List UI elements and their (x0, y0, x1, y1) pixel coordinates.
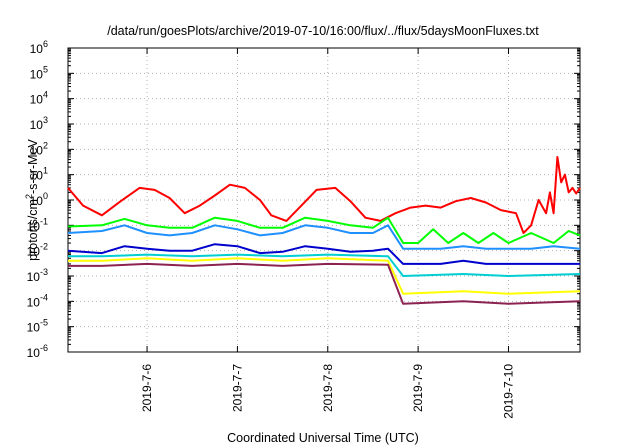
series-line-5 (68, 253, 581, 277)
series-line-7 (68, 262, 581, 305)
y-tick-label: 104 (30, 90, 48, 107)
y-tick-label-base: 10 (27, 245, 41, 259)
y-tick-label-base: 10 (27, 219, 41, 233)
y-tick-label: 100 (30, 191, 48, 208)
y-tick-label-exp: 1 (43, 166, 48, 176)
y-tick-label-exp: -1 (40, 216, 48, 226)
series-line-6 (68, 257, 581, 295)
y-tick-label-base: 10 (30, 143, 44, 157)
y-tick-label: 101 (30, 166, 48, 183)
series-line-2 (67, 216, 581, 244)
y-tick-label: 10-5 (27, 318, 48, 335)
y-tick-label-base: 10 (30, 93, 44, 107)
y-tick-label-exp: -4 (40, 292, 48, 302)
series-line-1 (67, 156, 581, 234)
y-axis-ticks: 10-610-510-410-310-210-11001011021031041… (27, 39, 580, 360)
y-tick-label: 10-6 (27, 343, 48, 360)
y-tick-label-exp: -3 (40, 267, 48, 277)
y-tick-label: 105 (30, 64, 48, 81)
y-axis-label-base: protons/cm (26, 199, 40, 261)
y-tick-label-exp: 4 (43, 90, 48, 100)
series-group (67, 156, 581, 305)
y-tick-label-base: 10 (30, 169, 44, 183)
y-tick-label-exp: 3 (43, 115, 48, 125)
x-axis-label: Coordinated Universal Time (UTC) (227, 431, 419, 445)
x-tick-label: 2019-7-6 (140, 364, 154, 412)
y-tick-label: 10-4 (27, 292, 48, 309)
y-tick-label-base: 10 (27, 295, 41, 309)
y-tick-label-exp: -5 (40, 318, 48, 328)
x-tick-label: 2019-7-8 (321, 364, 335, 412)
y-tick-label-base: 10 (30, 194, 44, 208)
y-tick-label: 102 (30, 140, 48, 157)
y-tick-label: 103 (30, 115, 48, 132)
series-line-4 (67, 243, 580, 265)
y-tick-label-base: 10 (27, 270, 41, 284)
y-tick-label-base: 10 (30, 42, 44, 56)
y-tick-label: 10-2 (27, 242, 48, 259)
y-tick-label-exp: -6 (40, 343, 48, 353)
y-tick-label-exp: 2 (43, 140, 48, 150)
y-tick-label-base: 10 (30, 118, 44, 132)
y-tick-label: 10-1 (27, 216, 48, 233)
y-axis-label: protons/cm2-s-sr-MeV (24, 138, 40, 260)
y-tick-label-exp: 0 (43, 191, 48, 201)
y-axis-label-rest: -s-sr-MeV (26, 138, 40, 194)
y-tick-label-base: 10 (27, 321, 41, 335)
chart-title: /data/run/goesPlots/archive/2019-07-10/1… (107, 24, 539, 38)
y-tick-label-exp: -2 (40, 242, 48, 252)
y-tick-label-exp: 6 (43, 39, 48, 49)
x-tick-label: 2019-7-7 (230, 364, 244, 412)
grid-lines (68, 48, 580, 352)
x-tick-label: 2019-7-9 (411, 364, 425, 412)
y-tick-label: 106 (30, 39, 48, 56)
series-line-3 (67, 224, 581, 250)
y-tick-label: 10-3 (27, 267, 48, 284)
x-tick-label: 2019-7-10 (501, 364, 515, 419)
y-axis-label-sup: 2 (24, 194, 34, 199)
y-tick-label-base: 10 (30, 67, 44, 81)
y-tick-label-exp: 5 (43, 64, 48, 74)
y-tick-label-base: 10 (27, 346, 41, 360)
x-axis-ticks: 2019-7-6 2019-7-7 2019-7-8 2019-7-9 2019-7-1… (140, 48, 515, 419)
